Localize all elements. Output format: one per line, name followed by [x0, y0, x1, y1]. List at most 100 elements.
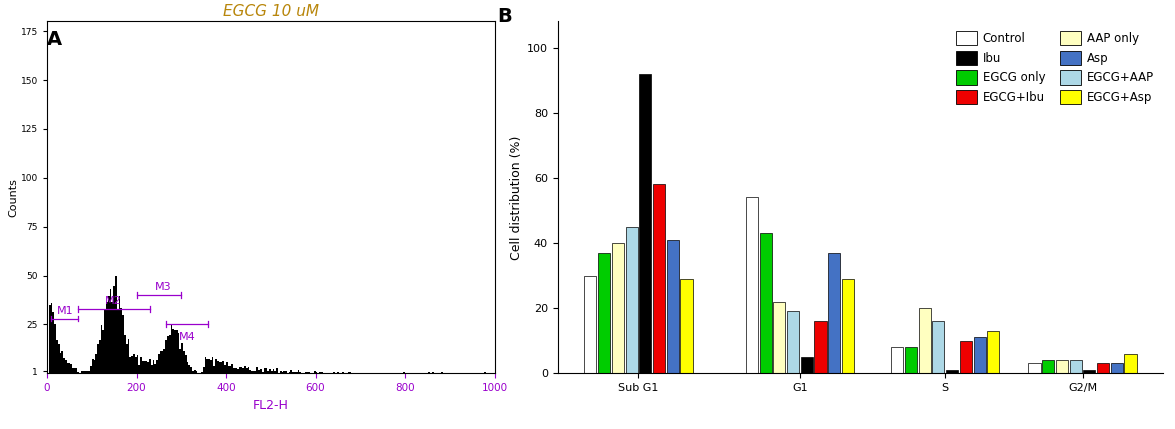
Bar: [987, 331, 1000, 373]
Bar: [308, 372, 310, 373]
Y-axis label: Cell distribution (%): Cell distribution (%): [510, 135, 523, 260]
Bar: [115, 275, 116, 373]
Bar: [349, 372, 351, 373]
Bar: [101, 326, 102, 373]
Bar: [283, 371, 286, 373]
Bar: [221, 362, 222, 373]
Bar: [1042, 360, 1054, 373]
Bar: [233, 369, 235, 373]
Bar: [68, 363, 70, 373]
Bar: [112, 302, 113, 373]
Bar: [653, 184, 665, 373]
Bar: [441, 372, 443, 373]
Bar: [183, 351, 184, 373]
Y-axis label: Counts: Counts: [8, 178, 18, 217]
Bar: [280, 371, 282, 373]
Bar: [584, 275, 597, 373]
Bar: [181, 343, 183, 373]
Bar: [293, 372, 294, 373]
Bar: [54, 324, 56, 373]
Bar: [244, 366, 246, 373]
Bar: [290, 370, 293, 373]
Bar: [1083, 370, 1095, 373]
Bar: [242, 368, 244, 373]
Bar: [132, 356, 133, 373]
Bar: [294, 372, 296, 373]
Bar: [919, 308, 931, 373]
Bar: [273, 369, 274, 373]
Bar: [173, 329, 174, 373]
Bar: [300, 372, 301, 373]
Bar: [74, 368, 75, 373]
Bar: [246, 369, 248, 373]
Bar: [274, 371, 276, 373]
Bar: [156, 360, 157, 373]
Bar: [75, 369, 78, 373]
Bar: [188, 365, 190, 373]
Bar: [176, 330, 177, 373]
Bar: [297, 370, 300, 373]
Bar: [187, 362, 188, 373]
Bar: [169, 335, 170, 373]
Bar: [270, 371, 273, 373]
Bar: [484, 372, 485, 373]
Bar: [106, 302, 108, 373]
Bar: [342, 372, 344, 373]
Bar: [157, 354, 160, 373]
Bar: [150, 365, 153, 373]
Bar: [195, 371, 197, 373]
Bar: [429, 372, 430, 373]
Bar: [296, 372, 297, 373]
Bar: [82, 371, 85, 373]
Bar: [149, 359, 150, 373]
Bar: [256, 367, 258, 373]
Bar: [146, 361, 147, 373]
Bar: [304, 372, 307, 373]
Bar: [800, 357, 813, 373]
Bar: [403, 372, 405, 373]
Bar: [49, 305, 51, 373]
Text: A: A: [47, 30, 62, 49]
Bar: [314, 371, 316, 373]
Bar: [208, 359, 210, 373]
Bar: [109, 290, 112, 373]
Bar: [180, 349, 181, 373]
Bar: [194, 370, 195, 373]
Bar: [598, 253, 610, 373]
Bar: [128, 339, 129, 373]
Bar: [276, 369, 278, 373]
Bar: [639, 73, 651, 373]
Bar: [70, 363, 72, 373]
Text: M4: M4: [179, 332, 195, 342]
Title: EGCG 10 uM: EGCG 10 uM: [223, 4, 318, 19]
Bar: [842, 279, 854, 373]
Bar: [153, 360, 154, 373]
Bar: [126, 344, 128, 373]
Bar: [125, 335, 126, 373]
Bar: [78, 372, 79, 373]
Bar: [337, 372, 338, 373]
Bar: [932, 321, 945, 373]
Bar: [81, 371, 82, 373]
Bar: [142, 361, 143, 373]
Bar: [72, 368, 74, 373]
Bar: [61, 351, 63, 373]
Bar: [960, 341, 972, 373]
Bar: [255, 371, 256, 373]
Bar: [321, 372, 323, 373]
Bar: [87, 371, 88, 373]
Bar: [612, 243, 624, 373]
Bar: [1069, 360, 1082, 373]
Bar: [316, 372, 317, 373]
Bar: [286, 371, 287, 373]
Bar: [214, 366, 215, 373]
Bar: [94, 360, 95, 373]
Bar: [133, 354, 135, 373]
Bar: [203, 367, 204, 373]
Bar: [1124, 353, 1136, 373]
Bar: [905, 347, 916, 373]
Bar: [828, 253, 840, 373]
Bar: [267, 371, 269, 373]
Bar: [746, 197, 758, 373]
Bar: [166, 341, 167, 373]
